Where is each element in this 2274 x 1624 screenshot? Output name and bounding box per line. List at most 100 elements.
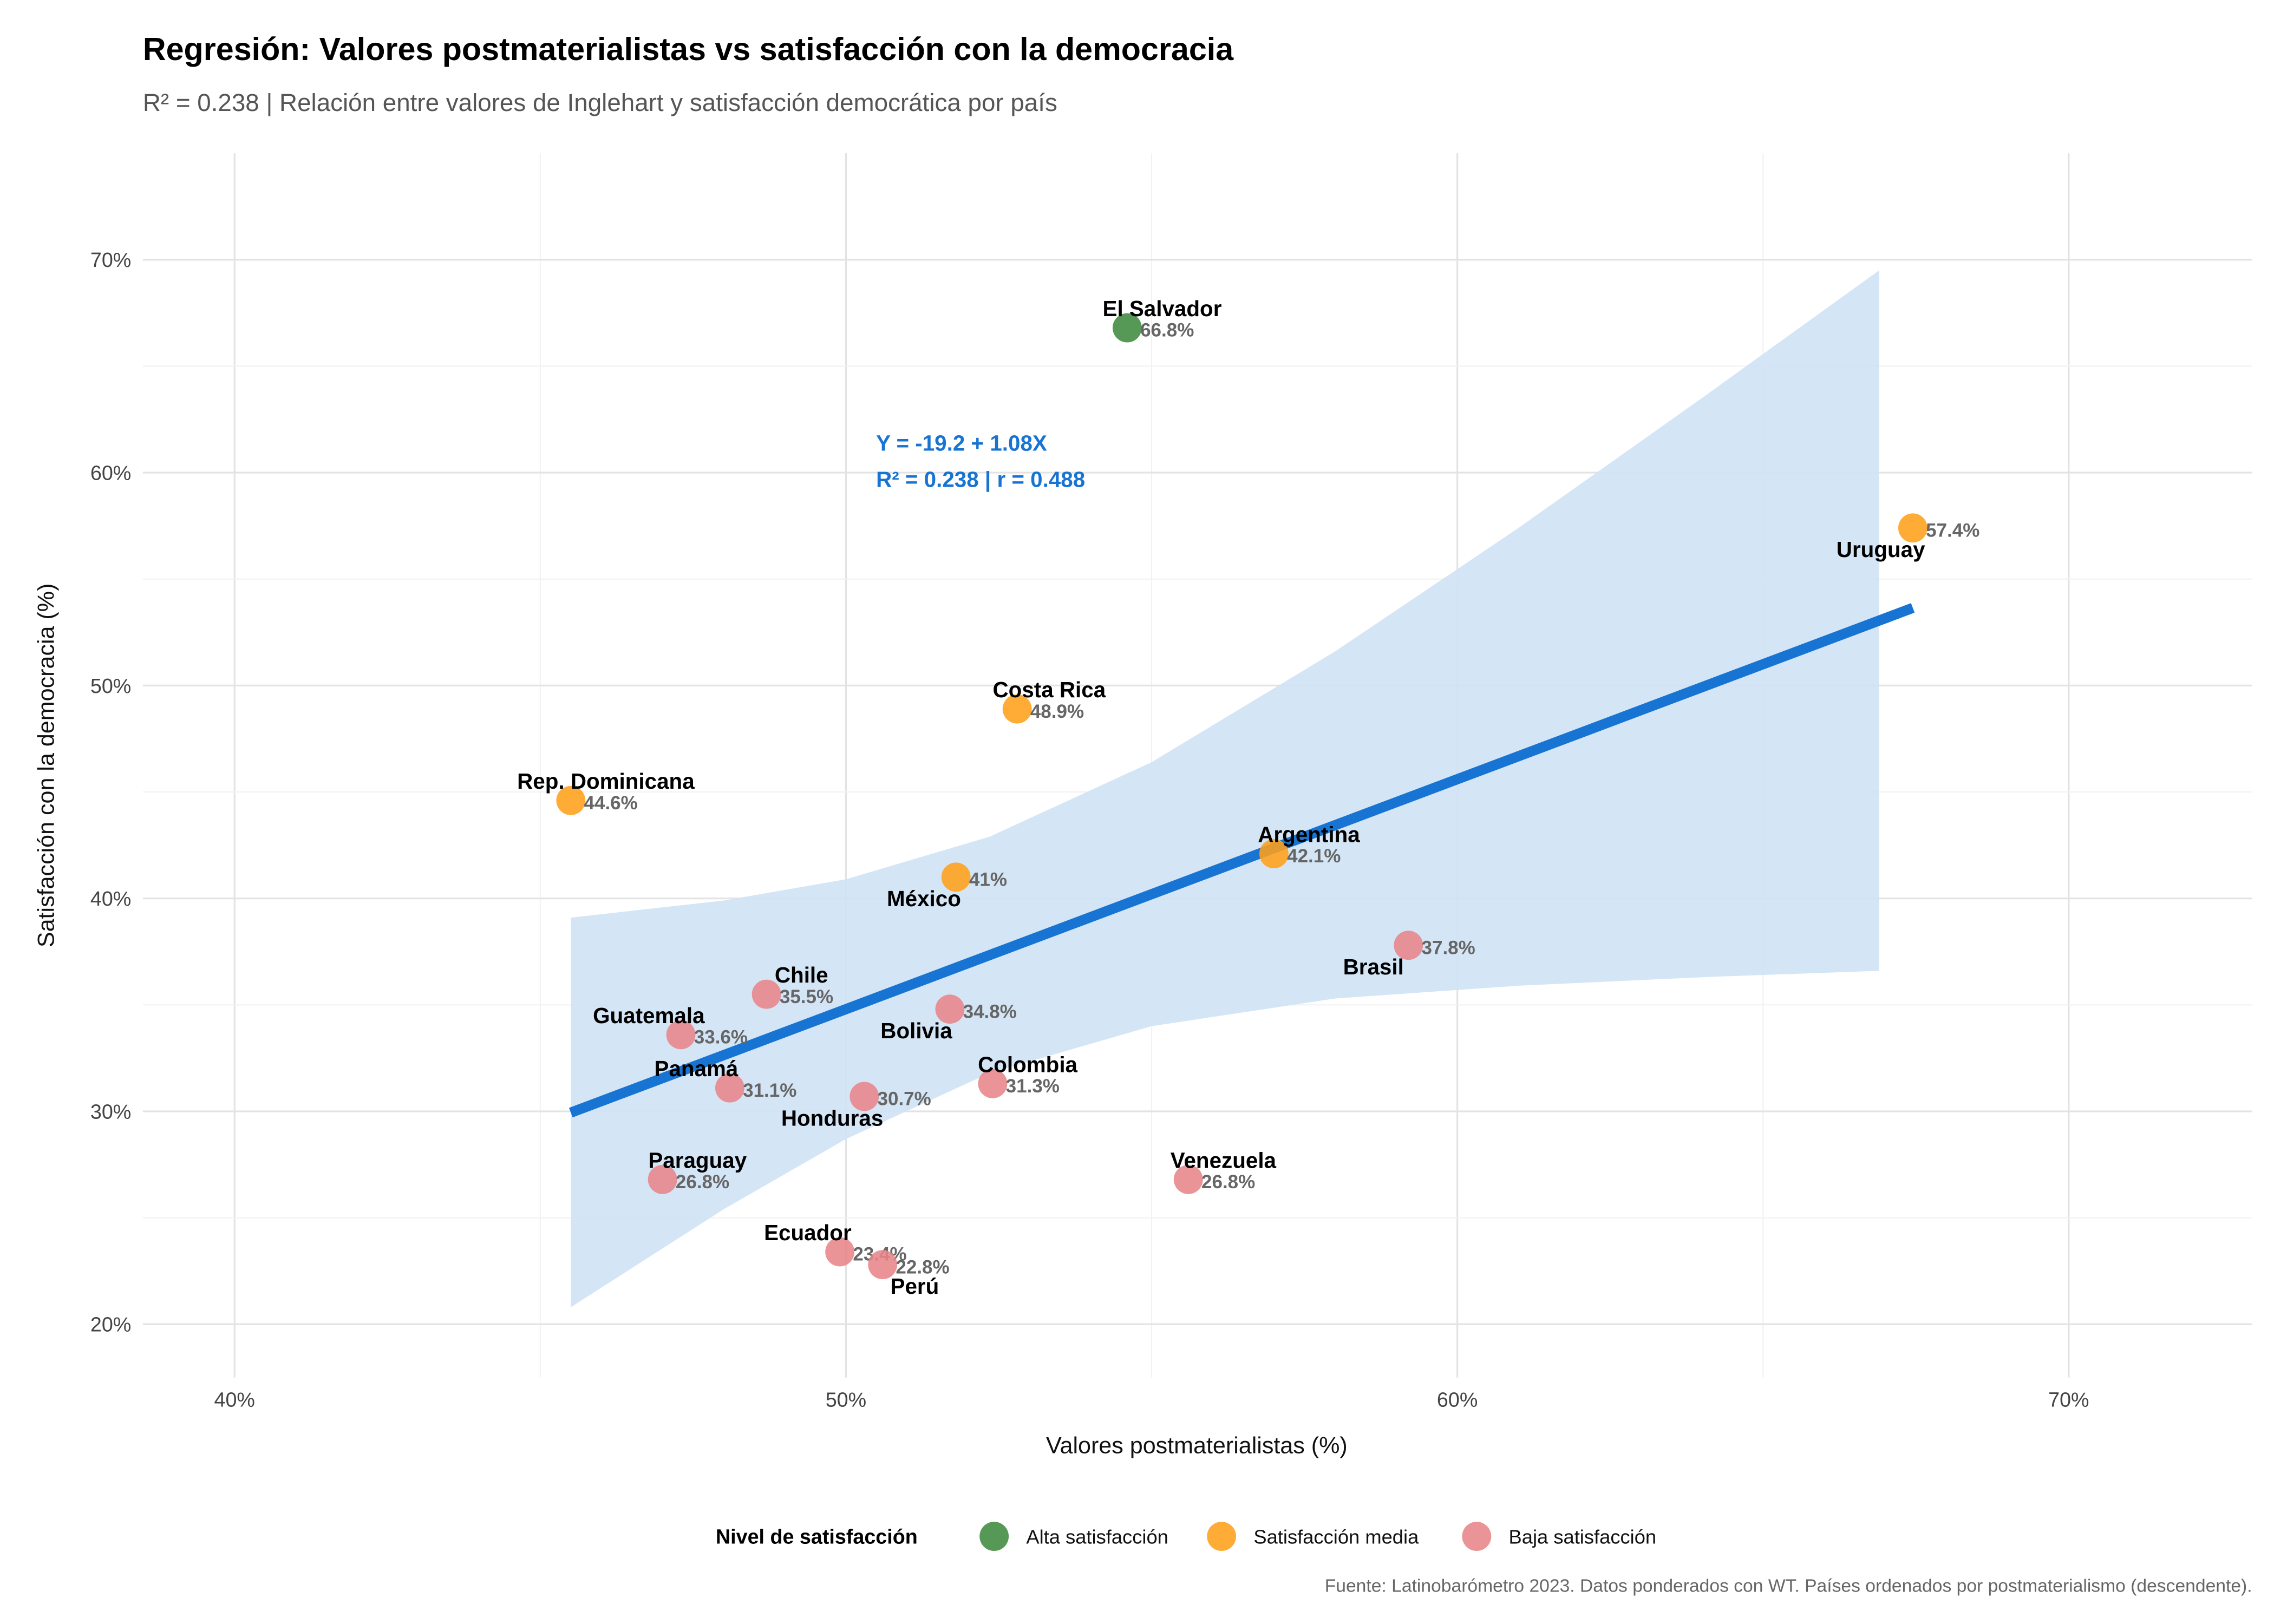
y-tick-label: 30% [90, 1100, 131, 1123]
confidence-band [571, 270, 1879, 1307]
point-country-label: Argentina [1258, 822, 1360, 847]
point-marker [935, 994, 965, 1024]
y-tick-label: 50% [90, 675, 131, 697]
point-marker [1112, 313, 1142, 343]
data-point: 33.6%Guatemala [593, 1003, 748, 1050]
data-point: 31.3%Colombia [978, 1052, 1078, 1098]
y-tick-label: 60% [90, 462, 131, 484]
point-marker [850, 1082, 879, 1111]
legend-title: Nivel de satisfacción [716, 1525, 918, 1548]
point-marker [978, 1069, 1008, 1098]
point-value-label: 37.8% [1422, 937, 1475, 958]
x-axis-label: Valores postmaterialistas (%) [1046, 1433, 1348, 1459]
regression-line [568, 603, 1915, 1118]
chart-title: Regresión: Valores postmaterialistas vs … [143, 31, 1234, 67]
data-point: 30.7%Honduras [781, 1082, 931, 1130]
points: 66.8%El Salvador 57.4%Uruguay 48.9%Costa R… [517, 296, 1979, 1299]
data-point: 26.8%Venezuela [1171, 1148, 1277, 1194]
x-tick-label: 60% [1437, 1388, 1478, 1411]
point-marker [1394, 931, 1423, 960]
point-marker [648, 1164, 677, 1194]
regression-line-group [568, 603, 1915, 1118]
regression-stats: R² = 0.238 | r = 0.488 [876, 467, 1085, 492]
point-marker [752, 979, 781, 1009]
caption: Fuente: Latinobarómetro 2023. Datos pond… [1325, 1576, 2252, 1596]
point-country-label: Guatemala [593, 1003, 705, 1028]
point-value-label: 48.9% [1030, 701, 1084, 722]
point-value-label: 57.4% [1926, 520, 1979, 541]
data-point: 66.8%El Salvador [1103, 296, 1222, 343]
point-value-label: 26.8% [1201, 1171, 1255, 1193]
confidence-band-area [571, 270, 1879, 1307]
point-marker [1173, 1164, 1203, 1194]
point-marker [1002, 694, 1032, 724]
point-value-label: 35.5% [780, 986, 833, 1007]
point-value-label: 66.8% [1140, 320, 1194, 341]
axis-ticks: 40% 50% 60% 70% 20% 30% 40% 50% 60% 70% [90, 248, 2089, 1411]
point-country-label: Venezuela [1171, 1148, 1277, 1173]
data-point: 26.8%Paraguay [648, 1148, 747, 1194]
point-country-label: México [887, 886, 961, 911]
point-country-label: Ecuador [764, 1220, 852, 1245]
data-point: 37.8% Brasil [1343, 931, 1475, 979]
point-marker [1259, 839, 1289, 868]
point-country-label: Bolivia [880, 1018, 952, 1043]
chart-subtitle: R² = 0.238 | Relación entre valores de I… [143, 89, 1057, 116]
point-country-label: El Salvador [1103, 296, 1222, 321]
point-marker [715, 1073, 744, 1103]
data-point: 31.1%Panamá [655, 1056, 796, 1103]
point-marker [666, 1020, 696, 1050]
point-value-label: 42.1% [1287, 846, 1341, 867]
point-marker [941, 862, 971, 892]
point-country-label: Colombia [978, 1052, 1077, 1077]
point-value-label: 41% [969, 869, 1007, 890]
point-country-label: Paraguay [648, 1148, 747, 1173]
point-value-label: 22.8% [896, 1256, 949, 1278]
point-country-label: Perú [891, 1274, 939, 1299]
data-point: 22.8%Perú [868, 1250, 950, 1299]
data-point: 41% México [887, 862, 1007, 911]
point-marker [868, 1250, 898, 1280]
point-value-label: 33.6% [694, 1027, 748, 1048]
point-country-label: Honduras [781, 1105, 883, 1130]
legend: Nivel de satisfacción Alta satisfacción S… [716, 1522, 1656, 1551]
point-country-label: Uruguay [1837, 537, 1925, 562]
legend-label: Baja satisfacción [1509, 1526, 1657, 1548]
legend-item-alta: Alta satisfacción [979, 1522, 1168, 1551]
point-country-label: Brasil [1343, 954, 1404, 979]
data-point: 57.4%Uruguay [1837, 513, 1979, 562]
legend-swatch [979, 1522, 1009, 1551]
point-country-label: Costa Rica [993, 677, 1106, 702]
y-tick-label: 70% [90, 248, 131, 271]
y-axis-label: Satisfacción con la democracia (%) [34, 584, 60, 948]
regression-equation: Y = -19.2 + 1.08X [876, 430, 1047, 455]
legend-swatch [1207, 1522, 1237, 1551]
point-value-label: 31.3% [1006, 1076, 1060, 1097]
point-value-label: 26.8% [676, 1171, 729, 1193]
x-tick-label: 50% [826, 1388, 866, 1411]
y-tick-label: 40% [90, 887, 131, 910]
point-country-label: Rep. Dominicana [517, 769, 695, 794]
point-value-label: 34.8% [963, 1001, 1017, 1022]
legend-label: Alta satisfacción [1026, 1526, 1168, 1548]
data-point: 34.8% Bolivia [880, 994, 1017, 1043]
data-point: 48.9%Costa Rica [993, 677, 1106, 724]
point-marker [825, 1237, 855, 1267]
point-value-label: 31.1% [743, 1080, 796, 1101]
data-point: 42.1%Argentina [1258, 822, 1360, 868]
point-marker [1898, 513, 1927, 543]
legend-swatch [1462, 1522, 1492, 1551]
point-marker [556, 785, 586, 815]
y-tick-label: 20% [90, 1313, 131, 1336]
x-tick-label: 40% [214, 1388, 255, 1411]
point-value-label: 44.6% [584, 793, 638, 814]
legend-item-baja: Baja satisfacción [1462, 1522, 1656, 1551]
data-point: 44.6%Rep. Dominicana [517, 769, 695, 815]
point-country-label: Panamá [655, 1056, 739, 1081]
legend-label: Satisfacción media [1253, 1526, 1419, 1548]
legend-item-media: Satisfacción media [1207, 1522, 1419, 1551]
point-value-label: 30.7% [878, 1089, 931, 1110]
data-point: 35.5%Chile [752, 962, 833, 1009]
x-tick-label: 70% [2048, 1388, 2089, 1411]
